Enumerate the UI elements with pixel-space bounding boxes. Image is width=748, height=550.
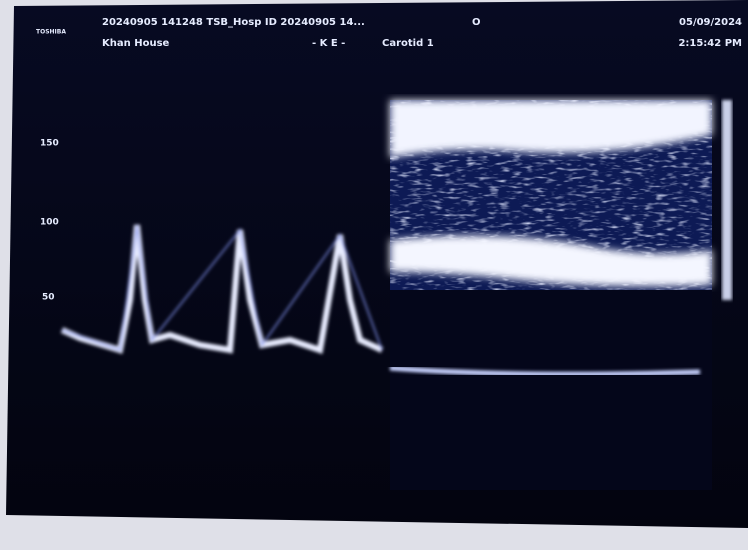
doppler-waveform	[60, 224, 384, 354]
scale-label: 100	[40, 218, 59, 228]
study-line: 20240905 141248 TSB_Hosp ID 20240905 14.…	[102, 17, 365, 28]
operator: - K E -	[312, 38, 345, 49]
marker: O	[472, 17, 481, 28]
b-mode-image	[389, 100, 732, 490]
time: 2:15:42 PM	[678, 38, 742, 49]
preset: Carotid 1	[382, 38, 434, 49]
brand: TOSHIBA	[36, 29, 66, 36]
scale-label: 150	[40, 139, 59, 149]
scale-label: 50	[42, 293, 55, 303]
date: 05/09/2024	[679, 17, 742, 28]
patient: Khan House	[102, 38, 170, 49]
